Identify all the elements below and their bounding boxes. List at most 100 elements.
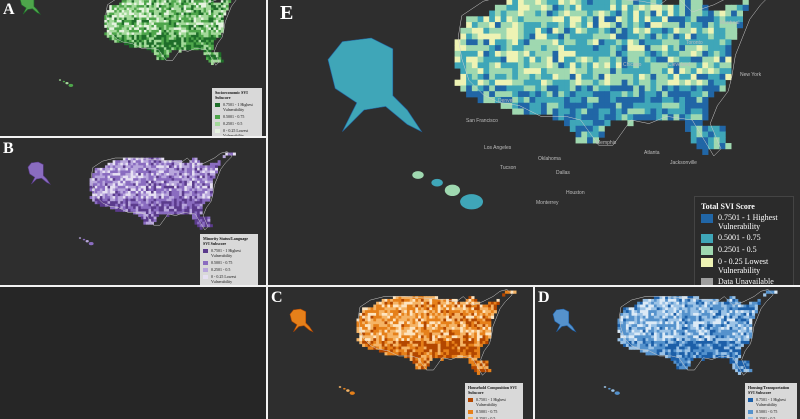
county-cell — [194, 160, 198, 164]
county-cell — [460, 307, 464, 311]
county-cell — [364, 324, 369, 328]
county-cell — [471, 27, 479, 34]
county-cell — [633, 62, 640, 69]
map-panel-b[interactable]: B Minority Status/Language SVI Subscore … — [0, 138, 266, 285]
county-cell — [94, 170, 98, 174]
county-cell — [102, 183, 106, 187]
county-cell — [437, 312, 441, 317]
county-cell — [120, 193, 124, 197]
county-cell — [558, 102, 565, 109]
county-cell — [448, 343, 453, 347]
county-cell — [145, 180, 149, 184]
county-cell — [685, 91, 692, 98]
county-cell — [120, 170, 124, 174]
county-cell — [117, 180, 121, 184]
county-cell — [148, 183, 152, 187]
county-cell — [708, 50, 715, 58]
county-cell — [465, 343, 469, 347]
county-cell — [621, 108, 628, 115]
county-cell — [465, 332, 469, 336]
county-cell — [471, 307, 475, 311]
county-cell — [94, 185, 98, 189]
county-cell — [712, 338, 716, 342]
county-cell — [362, 329, 366, 333]
county-cell — [656, 4, 663, 11]
county-cell — [99, 185, 103, 189]
county-cell — [471, 346, 475, 350]
county-cell — [517, 39, 525, 46]
county-cell — [704, 340, 708, 345]
county-cell — [644, 62, 651, 69]
county-cell — [415, 346, 419, 350]
map-panel-a[interactable]: A Socioeconomic SVI Subscore 0.7501 - 1 … — [0, 0, 266, 136]
county-cell — [627, 39, 634, 46]
county-cell — [679, 85, 686, 92]
county-cell — [443, 349, 447, 353]
county-cell — [125, 157, 129, 161]
map-panel-d[interactable]: D Housing/Transportation SVI Subscore 0.… — [535, 287, 800, 419]
county-cell — [205, 37, 209, 41]
county-cell — [134, 24, 137, 28]
county-cell — [392, 315, 397, 319]
county-cell — [460, 312, 464, 317]
county-cell — [466, 85, 473, 92]
county-cell — [650, 114, 657, 121]
county-cell — [143, 32, 147, 36]
county-cell — [205, 0, 209, 4]
county-cell — [457, 340, 461, 345]
county-cell — [737, 326, 742, 331]
county-cell — [713, 85, 720, 92]
county-cell — [133, 165, 137, 169]
county-cell — [166, 19, 170, 23]
county-cell — [205, 42, 209, 46]
county-cell — [174, 190, 178, 194]
county-cell — [494, 85, 502, 92]
county-cell — [158, 29, 162, 33]
county-cell — [723, 310, 728, 314]
county-cell — [656, 0, 663, 6]
county-cell — [196, 7, 199, 11]
county-cell — [476, 315, 481, 319]
county-cell — [490, 312, 495, 317]
county-cell — [598, 45, 605, 52]
county-cell — [111, 37, 115, 41]
county-cell — [201, 7, 204, 11]
county-cell — [754, 310, 758, 314]
county-cell — [687, 340, 691, 345]
county-cell — [621, 68, 628, 75]
county-cell — [205, 52, 209, 56]
map-panel-c[interactable]: C Household Composition SVI Subscore 0.7… — [268, 287, 533, 419]
legend-item: 0.5001 - 0.75 — [203, 260, 255, 265]
county-cell — [665, 318, 669, 322]
map-panel-e[interactable]: E Montreal Toronto Chicago Denver San Franci… — [268, 0, 800, 285]
county-cell — [156, 173, 160, 176]
county-cell — [558, 0, 565, 6]
county-cell — [183, 34, 187, 38]
county-cell — [494, 73, 502, 81]
county-cell — [695, 315, 700, 319]
county-cell — [376, 329, 380, 333]
county-cell — [558, 62, 565, 69]
county-cell — [139, 29, 142, 33]
county-cell — [512, 16, 519, 23]
county-cell — [119, 34, 123, 38]
county-cell — [653, 312, 658, 317]
county-cell — [637, 329, 641, 333]
county-cell — [615, 16, 623, 23]
county-cell — [148, 162, 152, 166]
county-cell — [184, 173, 188, 176]
county-cell — [465, 346, 469, 350]
county-cell — [434, 312, 439, 317]
county-cell — [587, 56, 594, 63]
county-cell — [97, 185, 101, 189]
county-cell — [679, 318, 683, 322]
county-cell — [223, 2, 227, 6]
county-cell — [642, 298, 646, 303]
county-cell — [735, 349, 739, 353]
county-cell — [168, 29, 172, 33]
county-cell — [709, 307, 714, 311]
county-cell — [124, 22, 128, 26]
county-cell — [135, 178, 139, 182]
county-cell — [176, 201, 180, 205]
county-cell — [204, 198, 208, 202]
